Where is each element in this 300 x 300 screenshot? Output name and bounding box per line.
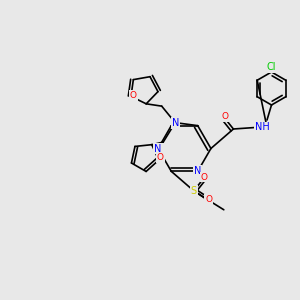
Text: Cl: Cl [267,61,276,72]
Text: O: O [201,172,208,182]
Text: N: N [154,143,162,154]
Text: O: O [157,153,164,162]
Text: N: N [194,167,201,176]
Text: O: O [221,112,229,121]
Text: S: S [191,186,197,196]
Text: O: O [130,91,137,100]
Text: NH: NH [255,122,270,133]
Text: N: N [172,118,179,128]
Text: O: O [205,195,212,204]
